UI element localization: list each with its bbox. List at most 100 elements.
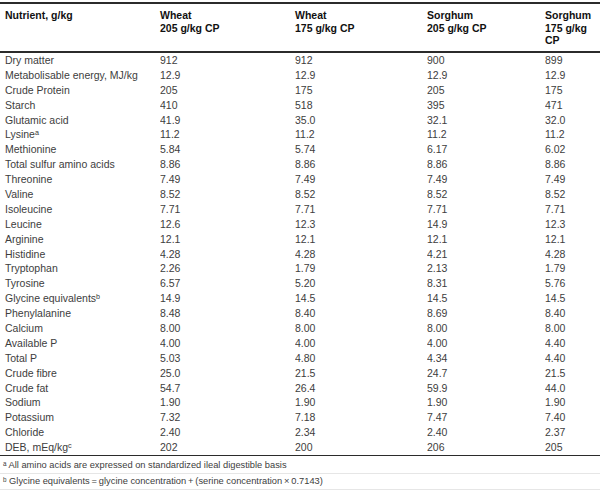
column-header: Sorghum175 g/kg CP	[545, 3, 600, 52]
nutrient-name-cell: Dry matter	[0, 52, 160, 68]
value-cell: 471	[545, 97, 600, 112]
value-cell: 4.28	[160, 246, 295, 261]
value-cell: 395	[427, 97, 545, 112]
value-cell: 11.2	[160, 127, 295, 142]
table-row: Lysineᵃ11.211.211.211.2	[0, 127, 600, 142]
column-header-grain: Wheat	[160, 9, 192, 21]
column-header-grain: Sorghum	[545, 9, 591, 21]
value-cell: 2.37	[545, 425, 600, 440]
value-cell: 12.1	[295, 231, 427, 246]
nutrient-name-cell: Isoleucine	[0, 201, 160, 216]
value-cell: 912	[160, 52, 295, 68]
table-row: Valine8.528.528.528.52	[0, 187, 600, 202]
table-row: Potassium7.327.187.477.40	[0, 410, 600, 425]
value-cell: 6.02	[545, 142, 600, 157]
value-cell: 8.40	[295, 306, 427, 321]
value-cell: 8.00	[427, 321, 545, 336]
value-cell: 4.28	[545, 246, 600, 261]
column-header-grain: Wheat	[295, 9, 327, 21]
nutrient-name-cell: Chloride	[0, 425, 160, 440]
value-cell: 32.0	[545, 112, 600, 127]
value-cell: 4.40	[545, 350, 600, 365]
value-cell: 21.5	[545, 365, 600, 380]
value-cell: 14.9	[160, 291, 295, 306]
column-header-cp-level: 175 g/kg CP	[295, 22, 355, 34]
value-cell: 899	[545, 52, 600, 68]
value-cell: 12.1	[427, 231, 545, 246]
value-cell: 12.9	[545, 67, 600, 82]
nutrient-name-cell: Glutamic acid	[0, 112, 160, 127]
table-row: Tryptophan2.261.792.131.79	[0, 261, 600, 276]
value-cell: 205	[545, 440, 600, 455]
footnote: ᵇ Glycine equivalents = glycine concentr…	[0, 473, 600, 489]
value-cell: 175	[295, 82, 427, 97]
column-header: Wheat175 g/kg CP	[295, 3, 427, 52]
table-row: Dry matter912912900899	[0, 52, 600, 68]
value-cell: 14.5	[427, 291, 545, 306]
table-row: Tyrosine6.575.208.315.76	[0, 276, 600, 291]
column-header-cp-level: 205 g/kg CP	[160, 22, 220, 34]
table-row: Starch410518395471	[0, 97, 600, 112]
nutrient-name-cell: Arginine	[0, 231, 160, 246]
value-cell: 11.2	[295, 127, 427, 142]
table-row: Isoleucine7.717.717.717.71	[0, 201, 600, 216]
value-cell: 4.34	[427, 350, 545, 365]
value-cell: 7.40	[545, 410, 600, 425]
nutrient-name-cell: Calcium	[0, 321, 160, 336]
nutrient-name-cell: Lysineᵃ	[0, 127, 160, 142]
value-cell: 6.57	[160, 276, 295, 291]
table-row: Phenylalanine8.488.408.698.40	[0, 306, 600, 321]
table-body: Dry matter912912900899Metabolisable ener…	[0, 52, 600, 456]
value-cell: 205	[427, 82, 545, 97]
value-cell: 4.00	[427, 335, 545, 350]
value-cell: 6.17	[427, 142, 545, 157]
value-cell: 25.0	[160, 365, 295, 380]
nutrient-name-cell: Valine	[0, 187, 160, 202]
table-row: Arginine12.112.112.112.1	[0, 231, 600, 246]
value-cell: 4.80	[295, 350, 427, 365]
value-cell: 206	[427, 440, 545, 455]
nutrient-name-cell: Sodium	[0, 395, 160, 410]
value-cell: 8.40	[545, 306, 600, 321]
table-row: DEB, mEq/kgᶜ202200206205	[0, 440, 600, 455]
table-row: Crude Protein205175205175	[0, 82, 600, 97]
nutrient-name-cell: Leucine	[0, 216, 160, 231]
column-header-cp-level: 205 g/kg CP	[427, 22, 487, 34]
value-cell: 7.71	[427, 201, 545, 216]
table-row: Chloride2.402.342.402.37	[0, 425, 600, 440]
table-row: Metabolisable energy, MJ/kg12.912.912.91…	[0, 67, 600, 82]
value-cell: 8.86	[427, 157, 545, 172]
value-cell: 2.40	[427, 425, 545, 440]
value-cell: 2.13	[427, 261, 545, 276]
table-row: Histidine4.284.284.214.28	[0, 246, 600, 261]
value-cell: 21.5	[295, 365, 427, 380]
table-header: Nutrient, g/kg Wheat205 g/kg CPWheat175 …	[0, 3, 600, 52]
value-cell: 26.4	[295, 380, 427, 395]
value-cell: 5.74	[295, 142, 427, 157]
table-row: Leucine12.612.314.912.3	[0, 216, 600, 231]
nutrient-name-cell: Tyrosine	[0, 276, 160, 291]
nutrient-name-cell: Starch	[0, 97, 160, 112]
nutrient-name-cell: Tryptophan	[0, 261, 160, 276]
nutrient-name-cell: Histidine	[0, 246, 160, 261]
column-header-cp-level: 175 g/kg CP	[545, 22, 587, 47]
value-cell: 12.3	[295, 216, 427, 231]
value-cell: 7.47	[427, 410, 545, 425]
value-cell: 35.0	[295, 112, 427, 127]
value-cell: 7.49	[160, 172, 295, 187]
value-cell: 8.00	[545, 321, 600, 336]
table-row: Crude fibre25.021.524.721.5	[0, 365, 600, 380]
value-cell: 205	[160, 82, 295, 97]
value-cell: 7.32	[160, 410, 295, 425]
nutrient-name-cell: Metabolisable energy, MJ/kg	[0, 67, 160, 82]
value-cell: 59.9	[427, 380, 545, 395]
value-cell: 1.79	[545, 261, 600, 276]
value-cell: 7.71	[545, 201, 600, 216]
value-cell: 24.7	[427, 365, 545, 380]
nutrient-name-cell: Total sulfur amino acids	[0, 157, 160, 172]
value-cell: 410	[160, 97, 295, 112]
nutrient-name-cell: Potassium	[0, 410, 160, 425]
value-cell: 1.90	[295, 395, 427, 410]
nutrient-name-cell: Methionine	[0, 142, 160, 157]
nutrient-composition-table-container: Nutrient, g/kg Wheat205 g/kg CPWheat175 …	[0, 0, 600, 491]
